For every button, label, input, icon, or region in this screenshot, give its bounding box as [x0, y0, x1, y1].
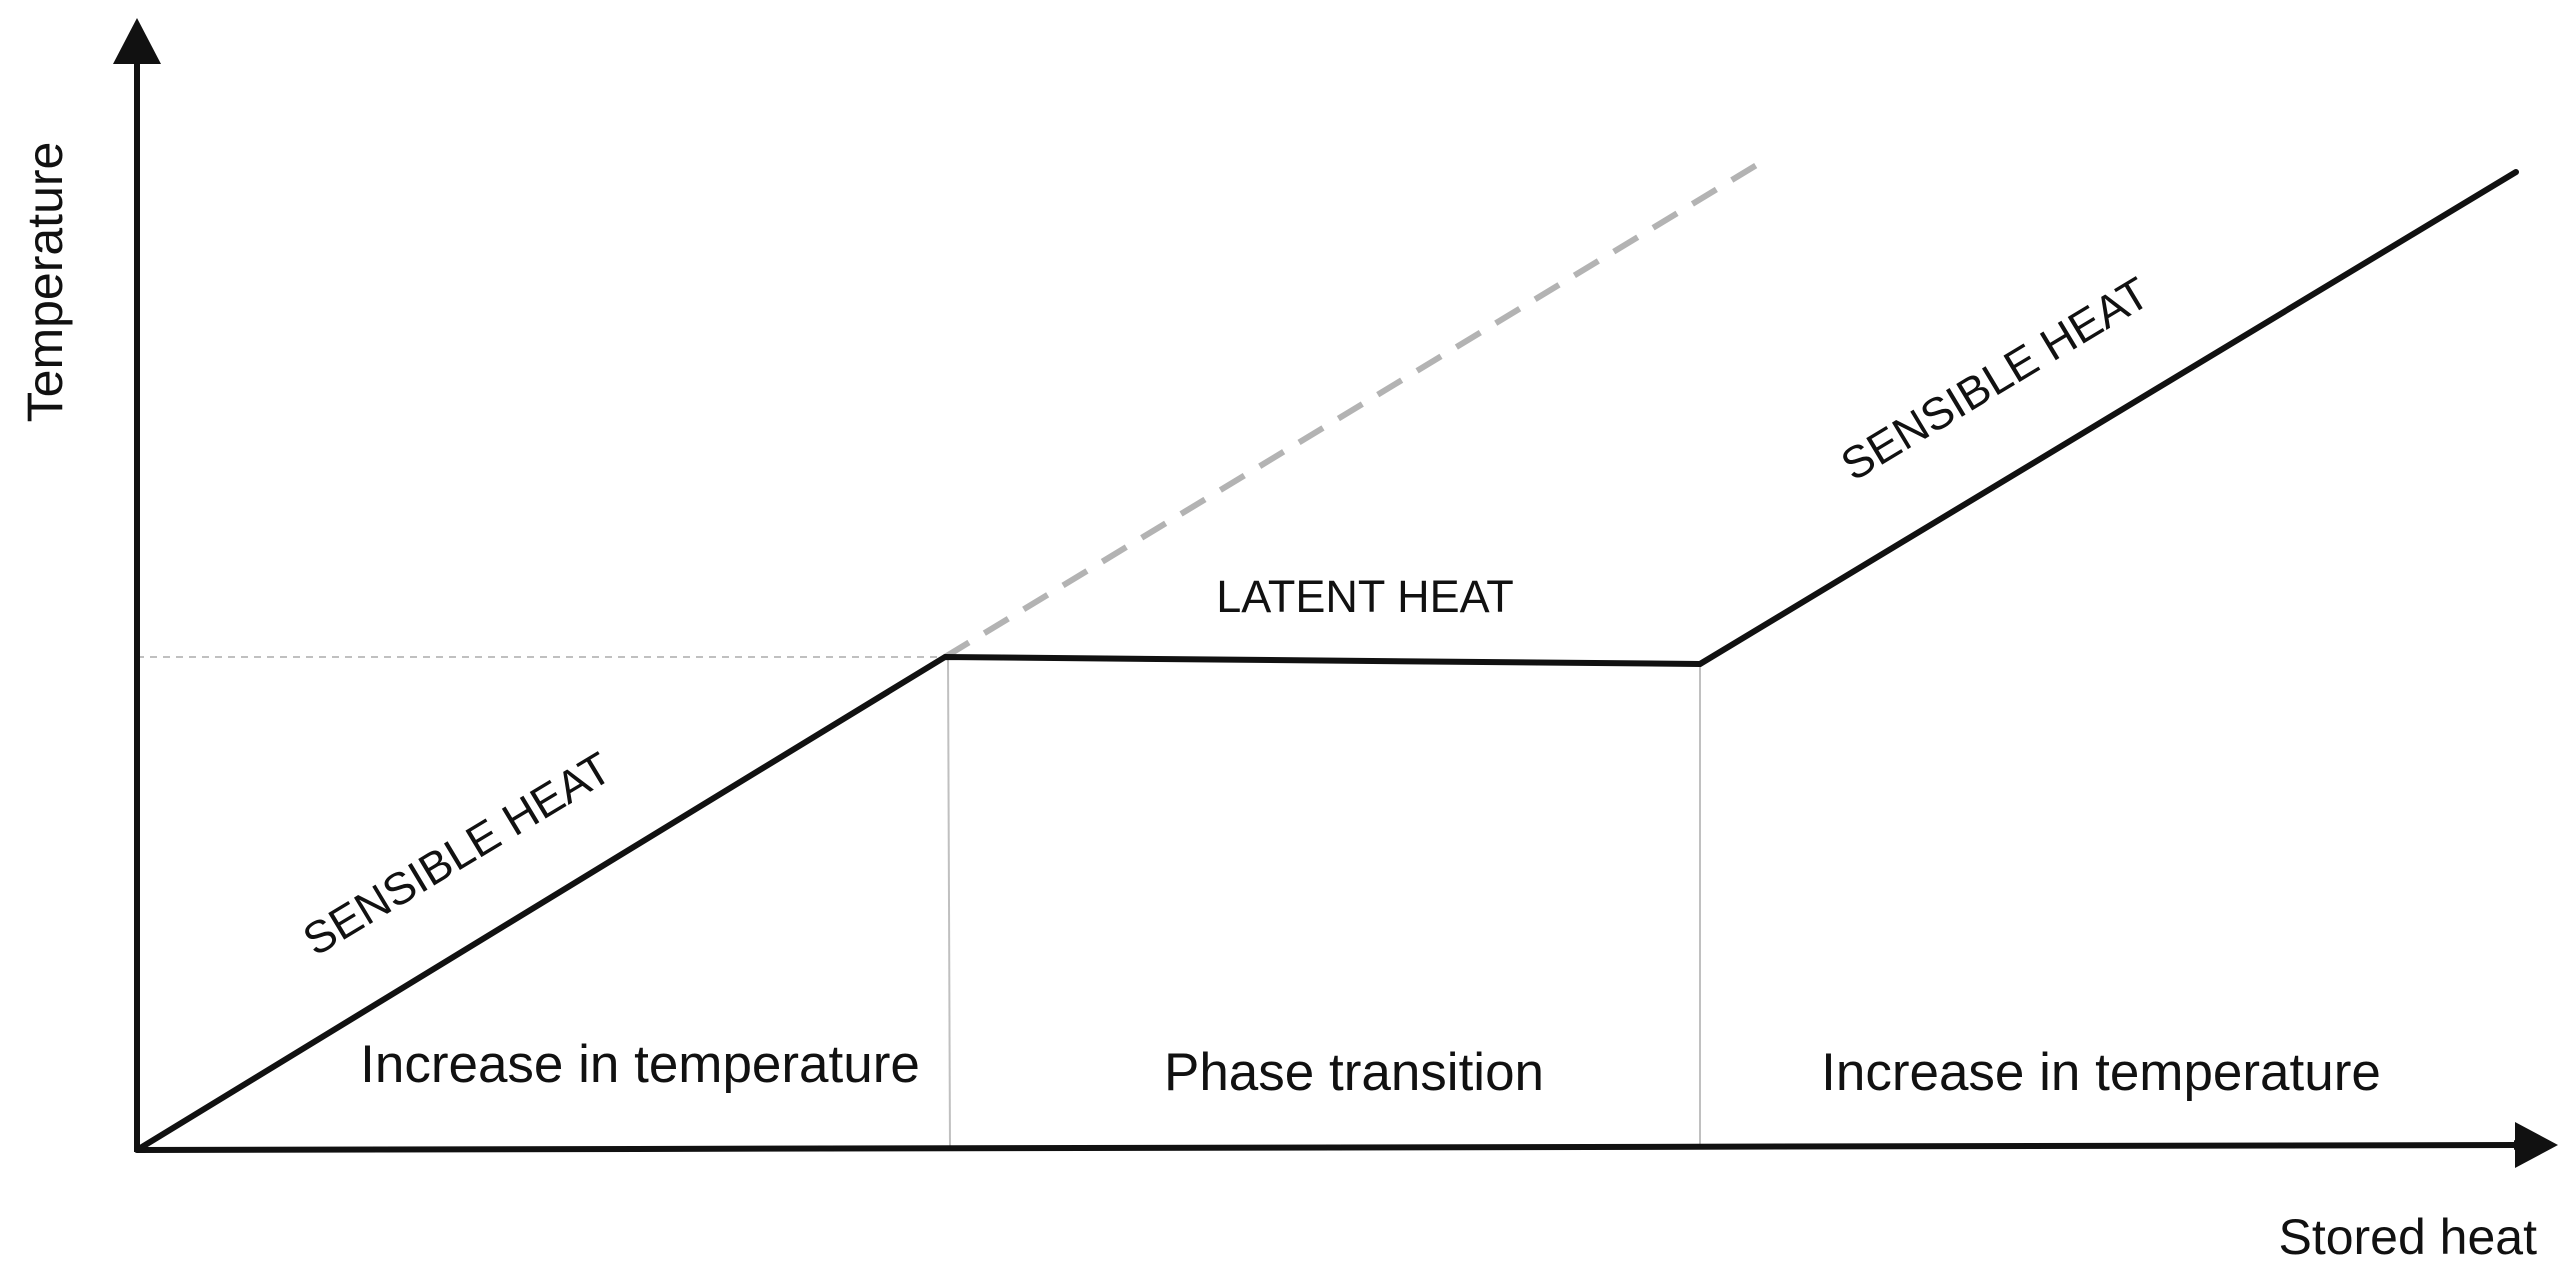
region-label-3: Increase in temperature [1821, 1043, 2381, 1102]
region-label-2: Phase transition [1164, 1043, 1544, 1102]
y-axis-arrowhead [113, 18, 161, 64]
sensible-heat-label-2: SENSIBLE HEAT [1832, 267, 2158, 491]
phase-start-divider [947, 656, 951, 1149]
sensible-heat-label-1: SENSIBLE HEAT [294, 742, 620, 966]
y-axis-label: Temperature [17, 142, 73, 423]
extrapolated-sensible-line [943, 160, 1762, 660]
x-axis-arrowhead [2515, 1122, 2558, 1168]
region-label-1: Increase in temperature [360, 1035, 920, 1094]
latent-heat-label: LATENT HEAT [1216, 571, 1514, 622]
heat-curve [134, 169, 2519, 1153]
x-axis-label: Stored heat [2278, 1209, 2537, 1265]
x-axis [136, 1140, 2524, 1153]
